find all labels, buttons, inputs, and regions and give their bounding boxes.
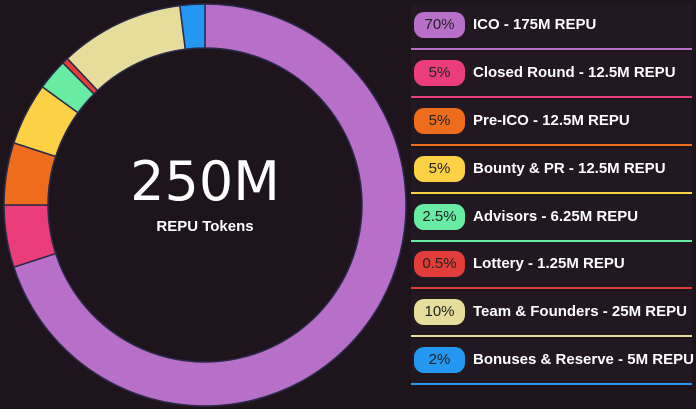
center-label: REPU Tokens	[156, 218, 253, 235]
legend-label: Team & Founders - 25M REPU	[473, 303, 687, 321]
legend-percent-badge: 70%	[414, 12, 465, 38]
legend-label: Bonuses & Reserve - 5M REPU	[473, 351, 694, 369]
legend-item: 10% Team & Founders - 25M REPU	[411, 291, 692, 338]
legend-percent-badge: 5%	[414, 59, 465, 86]
donut-slice	[12, 3, 407, 407]
legend-item: 5% Pre-ICO - 12.5M REPU	[411, 99, 692, 146]
legend-item: 70% ICO - 175M REPU	[411, 4, 692, 50]
legend-label: Lottery - 1.25M REPU	[473, 255, 625, 273]
legend-item: 5% Bounty & PR - 12.5M REPU	[411, 147, 692, 194]
legend-item: 2% Bonuses & Reserve - 5M REPU	[411, 339, 694, 386]
legend-percent-badge: 5%	[414, 155, 465, 182]
legend-item: 0.5% Lottery - 1.25M REPU	[411, 243, 692, 290]
legend-label: Advisors - 6.25M REPU	[473, 207, 639, 225]
legend-label: ICO - 175M REPU	[473, 16, 597, 33]
legend-label: Bounty & PR - 12.5M REPU	[473, 159, 666, 177]
legend-label: Closed Round - 12.5M REPU	[473, 63, 676, 81]
legend-percent-badge: 0.5%	[414, 251, 465, 278]
legend-percent-badge: 2%	[414, 347, 465, 374]
donut-slice	[66, 4, 187, 92]
legend-label: Pre-ICO - 12.5M REPU	[473, 111, 630, 129]
donut-chart: 250M REPU Tokens	[3, 3, 407, 407]
legend-percent-badge: 10%	[414, 299, 465, 326]
legend-item: 5% Closed Round - 12.5M REPU	[411, 51, 692, 98]
center-value: 250M	[130, 150, 280, 213]
legend-percent-badge: 2.5%	[414, 203, 465, 230]
legend-percent-badge: 5%	[414, 107, 465, 134]
donut-slice	[178, 3, 206, 51]
legend-item: 2.5% Advisors - 6.25M REPU	[411, 195, 692, 242]
legend: 70% ICO - 175M REPU 5% Closed Round - 12.5M…	[411, 4, 694, 387]
